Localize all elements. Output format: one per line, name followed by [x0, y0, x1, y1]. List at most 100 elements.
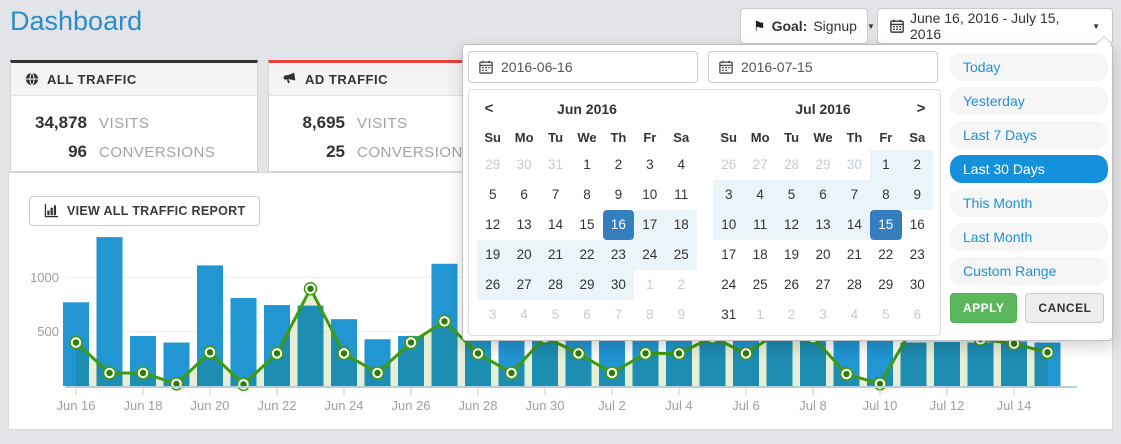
calendar-day[interactable]: 21: [539, 240, 572, 270]
calendar-day[interactable]: 9: [677, 307, 685, 322]
calendar-day[interactable]: 26: [784, 277, 800, 292]
calendar-day[interactable]: 28: [539, 270, 572, 300]
calendar-day[interactable]: 30: [516, 157, 532, 172]
calendar-day[interactable]: 16: [909, 217, 925, 232]
calendar-day[interactable]: 8: [646, 307, 654, 322]
calendar-day[interactable]: 21: [846, 247, 862, 262]
calendar-day[interactable]: 31: [548, 157, 564, 172]
calendar-day[interactable]: 5: [551, 307, 560, 322]
start-date-field[interactable]: [468, 51, 698, 83]
range-option-last-7-days[interactable]: Last 7 Days: [950, 121, 1108, 149]
cancel-button[interactable]: CANCEL: [1025, 293, 1105, 323]
calendar-day[interactable]: 27: [752, 157, 768, 172]
view-all-traffic-report-button[interactable]: VIEW ALL TRAFFIC REPORT: [29, 196, 261, 226]
calendar-day[interactable]: 22: [571, 240, 603, 270]
range-option-last-30-days[interactable]: Last 30 Days: [950, 155, 1108, 183]
calendar-day[interactable]: 15: [579, 217, 595, 232]
calendar-day[interactable]: 3: [488, 307, 497, 322]
calendar-day[interactable]: 11: [674, 187, 689, 202]
calendar-day[interactable]: 30: [602, 270, 635, 300]
calendar-day[interactable]: 5: [775, 180, 808, 210]
date-range-dropdown[interactable]: June 16, 2016 - July 15, 2016 ▼: [877, 8, 1113, 44]
calendar-day[interactable]: 26: [721, 157, 737, 172]
calendar-day[interactable]: 3: [713, 180, 745, 210]
calendar-day[interactable]: 27: [815, 277, 831, 292]
calendar-day[interactable]: 14: [548, 217, 564, 232]
calendar-day[interactable]: 19: [477, 240, 509, 270]
calendar-day[interactable]: 7: [551, 187, 560, 202]
goal-dropdown[interactable]: ⚑ Goal: Signup ▼: [740, 8, 875, 44]
calendar-day[interactable]: 8: [870, 180, 902, 210]
calendar-day[interactable]: 8: [583, 187, 591, 202]
calendar-day[interactable]: 6: [520, 187, 528, 202]
bar[interactable]: [230, 297, 257, 386]
calendar-day[interactable]: 24: [721, 277, 737, 292]
range-option-yesterday[interactable]: Yesterday: [950, 87, 1108, 115]
calendar-day[interactable]: 4: [520, 307, 528, 322]
calendar-day[interactable]: 23: [909, 247, 925, 262]
calendar-day[interactable]: 7: [614, 307, 623, 322]
prev-month-icon[interactable]: <: [484, 100, 494, 117]
calendar-day[interactable]: 10: [642, 187, 658, 202]
calendar-day[interactable]: 1: [756, 307, 764, 322]
calendar-day[interactable]: 13: [807, 210, 839, 240]
calendar-day[interactable]: 20: [508, 240, 540, 270]
calendar-day[interactable]: 22: [878, 247, 894, 262]
calendar-day[interactable]: 15: [870, 210, 902, 240]
calendar-day[interactable]: 4: [744, 180, 776, 210]
calendar-day[interactable]: 4: [850, 307, 859, 322]
start-date-input[interactable]: [501, 59, 687, 75]
calendar-day[interactable]: 9: [901, 180, 933, 210]
next-month-icon[interactable]: >: [916, 100, 926, 117]
end-date-input[interactable]: [741, 59, 927, 75]
calendar-day[interactable]: 16: [602, 210, 635, 240]
calendar-day[interactable]: 14: [838, 210, 871, 240]
range-option-today[interactable]: Today: [950, 53, 1108, 81]
calendar-day[interactable]: 25: [665, 240, 697, 270]
calendar-day[interactable]: 29: [878, 277, 894, 292]
calendar-day[interactable]: 29: [485, 157, 501, 172]
end-date-field[interactable]: [708, 51, 938, 83]
calendar-day[interactable]: 12: [775, 210, 808, 240]
calendar-day[interactable]: 18: [665, 210, 697, 240]
calendar-day[interactable]: 2: [787, 307, 796, 322]
calendar-day[interactable]: 20: [815, 247, 831, 262]
calendar-day[interactable]: 1: [583, 157, 591, 172]
calendar-day[interactable]: 2: [614, 157, 623, 172]
calendar-day[interactable]: 17: [721, 247, 737, 262]
apply-button[interactable]: APPLY: [950, 293, 1018, 323]
calendar-day[interactable]: 28: [846, 277, 862, 292]
calendar-day[interactable]: 5: [882, 307, 890, 322]
calendar-day[interactable]: 18: [752, 247, 768, 262]
calendar-day[interactable]: 6: [807, 180, 839, 210]
calendar-day[interactable]: 23: [602, 240, 635, 270]
calendar-day[interactable]: 30: [909, 277, 925, 292]
calendar-day[interactable]: 31: [721, 307, 737, 322]
calendar-day[interactable]: 10: [713, 210, 745, 240]
calendar-day[interactable]: 7: [838, 180, 871, 210]
calendar-day[interactable]: 2: [901, 150, 933, 180]
calendar-day[interactable]: 2: [677, 277, 685, 292]
calendar-day[interactable]: 1: [646, 277, 654, 292]
calendar-day[interactable]: 29: [571, 270, 603, 300]
calendar-day[interactable]: 9: [614, 187, 623, 202]
calendar-day[interactable]: 30: [846, 157, 862, 172]
calendar-day[interactable]: 25: [752, 277, 768, 292]
calendar-day[interactable]: 19: [784, 247, 800, 262]
calendar-day[interactable]: 6: [913, 307, 921, 322]
bar[interactable]: [96, 237, 123, 386]
calendar-day[interactable]: 28: [784, 157, 800, 172]
calendar-day[interactable]: 24: [634, 240, 666, 270]
calendar-day[interactable]: 29: [815, 157, 831, 172]
range-option-custom-range[interactable]: Custom Range: [950, 257, 1108, 285]
calendar-day[interactable]: 12: [485, 217, 501, 232]
calendar-day[interactable]: 11: [744, 210, 776, 240]
calendar-day[interactable]: 6: [583, 307, 591, 322]
calendar-day[interactable]: 4: [677, 157, 685, 172]
calendar-day[interactable]: 1: [870, 150, 902, 180]
calendar-day[interactable]: 3: [646, 157, 654, 172]
calendar-day[interactable]: 26: [477, 270, 509, 300]
calendar-day[interactable]: 5: [488, 187, 497, 202]
calendar-day[interactable]: 17: [634, 210, 666, 240]
range-option-last-month[interactable]: Last Month: [950, 223, 1108, 251]
